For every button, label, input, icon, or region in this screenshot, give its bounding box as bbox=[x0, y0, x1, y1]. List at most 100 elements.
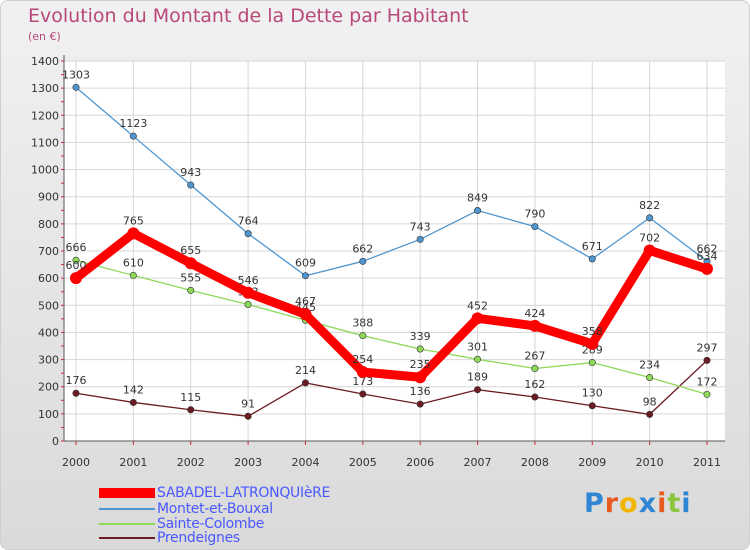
data-point-prendeignes bbox=[703, 356, 711, 364]
series-line-sainte-colombe bbox=[75, 259, 708, 395]
y-tick-label: 100 bbox=[38, 408, 59, 421]
y-tick-label: 200 bbox=[38, 381, 59, 394]
data-point-prendeignes bbox=[531, 393, 539, 401]
data-point-prendeignes bbox=[72, 389, 80, 397]
data-point-sainte-colombe bbox=[187, 286, 195, 294]
data-label-sabadel-latronqui-re: 546 bbox=[238, 274, 259, 287]
data-point-sainte-colombe bbox=[416, 345, 424, 353]
data-point-sainte-colombe bbox=[703, 390, 711, 398]
legend-label-sainte-colombe: Sainte-Colombe bbox=[157, 516, 265, 532]
data-label-sainte-colombe: 555 bbox=[180, 271, 201, 284]
data-label-montet-et-bouxal: 743 bbox=[410, 220, 431, 233]
x-tick-label: 2001 bbox=[119, 456, 147, 469]
data-label-montet-et-bouxal: 764 bbox=[238, 215, 259, 228]
series-line-sabadel-latronqui-re bbox=[71, 228, 712, 382]
data-point-prendeignes bbox=[129, 398, 137, 406]
data-label-prendeignes: 142 bbox=[123, 383, 144, 396]
data-label-sabadel-latronqui-re: 655 bbox=[180, 244, 201, 257]
data-label-sabadel-latronqui-re: 254 bbox=[352, 353, 373, 366]
data-point-montet-et-bouxal bbox=[301, 272, 309, 280]
data-label-sabadel-latronqui-re: 634 bbox=[697, 250, 718, 263]
data-point-prendeignes bbox=[588, 402, 596, 410]
data-point-prendeignes bbox=[244, 412, 252, 420]
data-label-sainte-colombe: 234 bbox=[639, 358, 660, 371]
x-tick-label: 2009 bbox=[578, 456, 606, 469]
data-point-montet-et-bouxal bbox=[474, 207, 482, 215]
y-tick-label: 900 bbox=[38, 191, 59, 204]
y-tick-label: 1300 bbox=[31, 82, 59, 95]
data-point-sabadel-latronqui-re bbox=[701, 262, 713, 275]
data-point-sainte-colombe bbox=[646, 373, 654, 381]
legend-swatch-sabadel bbox=[99, 488, 155, 498]
data-label-sabadel-latronqui-re: 452 bbox=[467, 299, 488, 312]
data-label-sainte-colombe: 339 bbox=[410, 330, 431, 343]
data-point-prendeignes bbox=[301, 379, 309, 387]
data-label-montet-et-bouxal: 943 bbox=[180, 166, 201, 179]
data-point-sabadel-latronqui-re bbox=[586, 337, 599, 350]
x-tick-label: 2004 bbox=[291, 456, 319, 469]
data-point-sabadel-latronqui-re bbox=[414, 371, 427, 384]
data-point-sabadel-latronqui-re bbox=[70, 272, 82, 285]
data-point-prendeignes bbox=[187, 406, 195, 414]
data-point-prendeignes bbox=[646, 410, 654, 418]
y-tick-label: 1000 bbox=[31, 164, 59, 177]
data-point-sainte-colombe bbox=[588, 359, 596, 367]
y-tick-label: 300 bbox=[38, 354, 59, 367]
data-label-sainte-colombe: 172 bbox=[697, 375, 718, 388]
legend-swatch-sainte-colombe bbox=[99, 523, 155, 525]
y-tick-label: 800 bbox=[38, 218, 59, 231]
data-point-sainte-colombe bbox=[244, 300, 252, 308]
data-point-montet-et-bouxal bbox=[187, 181, 195, 189]
data-point-montet-et-bouxal bbox=[129, 132, 137, 140]
x-tick-label: 2000 bbox=[62, 456, 90, 469]
data-point-sabadel-latronqui-re bbox=[471, 312, 484, 325]
data-point-sabadel-latronqui-re bbox=[184, 257, 197, 270]
data-point-prendeignes bbox=[474, 386, 482, 394]
x-tick-label: 2010 bbox=[636, 456, 664, 469]
x-tick-label: 2011 bbox=[693, 456, 721, 469]
data-point-sainte-colombe bbox=[359, 332, 367, 340]
legend-label-sabadel: SABADEL-LATRONQUIèRE bbox=[157, 485, 331, 501]
data-point-sabadel-latronqui-re bbox=[127, 227, 140, 240]
legend-label-montet: Montet-et-Bouxal bbox=[157, 501, 273, 517]
data-label-montet-et-bouxal: 671 bbox=[582, 240, 603, 253]
x-tick-label: 2006 bbox=[406, 456, 434, 469]
data-label-sainte-colombe: 388 bbox=[352, 317, 373, 330]
data-point-sainte-colombe bbox=[129, 271, 137, 279]
data-label-sabadel-latronqui-re: 235 bbox=[410, 358, 431, 371]
x-tick-label: 2003 bbox=[234, 456, 262, 469]
chart-subtitle: (en €) bbox=[28, 30, 61, 43]
y-tick-label: 1400 bbox=[31, 55, 59, 68]
data-label-prendeignes: 297 bbox=[697, 341, 718, 354]
y-tick-label: 700 bbox=[38, 245, 59, 258]
data-label-montet-et-bouxal: 790 bbox=[524, 208, 545, 221]
legend-swatch-montet bbox=[99, 508, 155, 510]
data-point-sainte-colombe bbox=[531, 365, 539, 373]
data-label-sabadel-latronqui-re: 765 bbox=[123, 214, 144, 227]
data-label-sainte-colombe: 267 bbox=[524, 350, 545, 363]
data-label-montet-et-bouxal: 1123 bbox=[119, 117, 147, 130]
x-tick-label: 2005 bbox=[349, 456, 377, 469]
data-label-montet-et-bouxal: 662 bbox=[352, 242, 373, 255]
data-point-montet-et-bouxal bbox=[531, 223, 539, 231]
data-label-prendeignes: 214 bbox=[295, 364, 316, 377]
data-point-montet-et-bouxal bbox=[244, 230, 252, 238]
y-tick-label: 0 bbox=[52, 435, 59, 448]
data-point-sainte-colombe bbox=[474, 355, 482, 363]
y-tick-label: 400 bbox=[38, 326, 59, 339]
data-point-prendeignes bbox=[359, 390, 367, 398]
data-label-sainte-colombe: 666 bbox=[66, 241, 87, 254]
data-label-montet-et-bouxal: 609 bbox=[295, 257, 316, 270]
data-label-prendeignes: 162 bbox=[524, 378, 545, 391]
data-point-montet-et-bouxal bbox=[646, 214, 654, 222]
data-label-prendeignes: 173 bbox=[352, 375, 373, 388]
data-label-montet-et-bouxal: 849 bbox=[467, 192, 488, 205]
data-point-montet-et-bouxal bbox=[588, 255, 596, 263]
x-tick-label: 2002 bbox=[177, 456, 205, 469]
x-tick-label: 2007 bbox=[464, 456, 492, 469]
data-label-prendeignes: 91 bbox=[241, 397, 255, 410]
y-tick-label: 1200 bbox=[31, 109, 59, 122]
data-label-sabadel-latronqui-re: 702 bbox=[639, 231, 660, 244]
